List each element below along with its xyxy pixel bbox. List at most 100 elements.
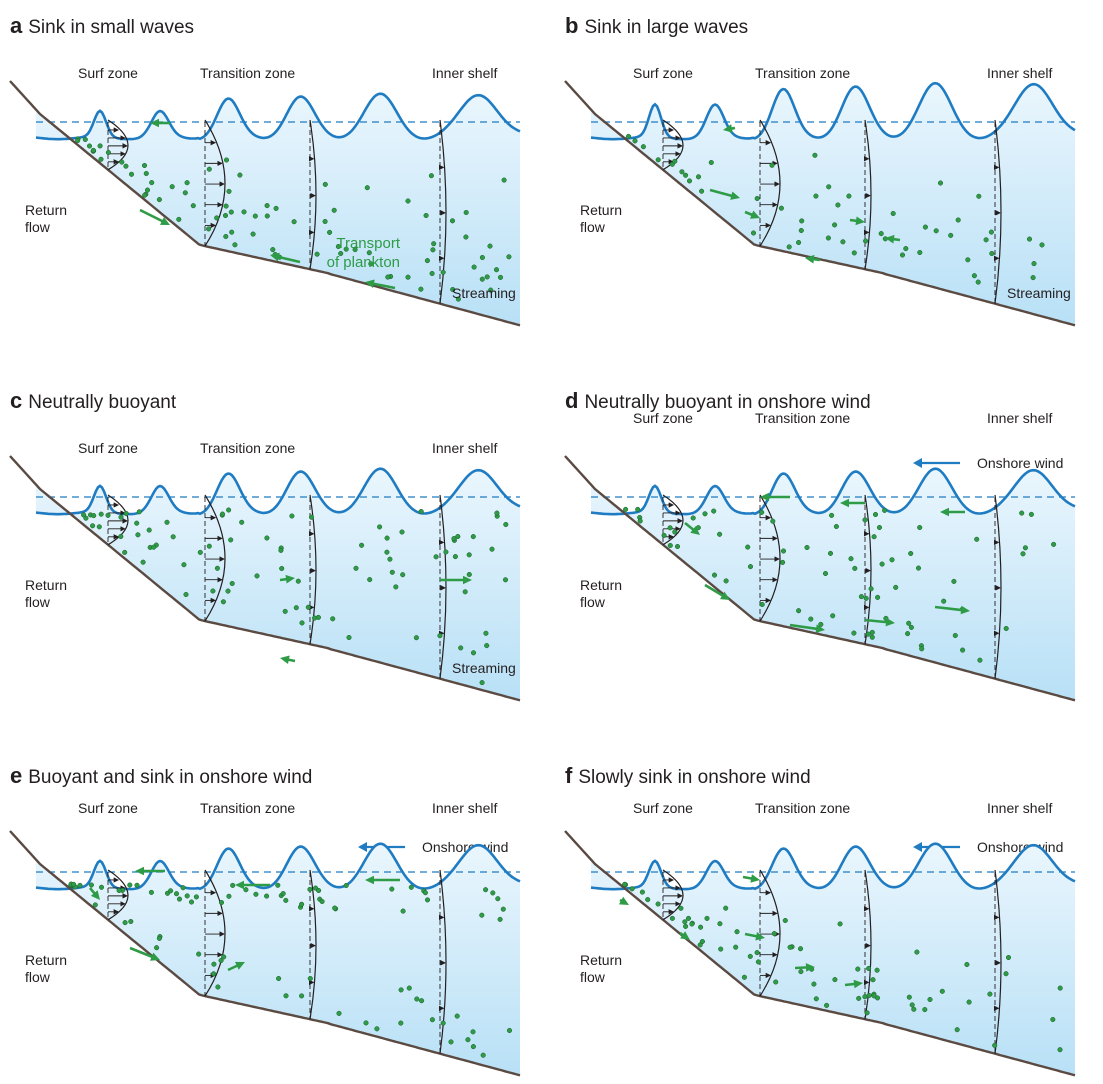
plankton-dot <box>678 905 684 911</box>
plankton-dot <box>661 532 667 538</box>
return-flow-line: flow <box>580 219 606 235</box>
plankton-dot <box>804 544 810 551</box>
plankton-dot <box>846 193 852 199</box>
profile-curve <box>204 119 226 247</box>
return-flow-label: Return flow <box>580 952 622 985</box>
plankton-dot <box>142 192 148 198</box>
water-body <box>36 468 520 701</box>
plankton-dot <box>90 523 96 529</box>
plankton-dot <box>851 250 857 256</box>
panel-title: d Neutrally buoyant in onshore wind <box>565 388 871 413</box>
profile-curve <box>204 494 226 622</box>
plankton-dot <box>672 158 678 164</box>
plankton-dot <box>484 274 490 280</box>
plankton-dot <box>501 177 507 183</box>
panel-title: c Neutrally buoyant <box>10 388 177 413</box>
panel-letter: b <box>565 13 578 38</box>
plankton-dot <box>1019 510 1025 516</box>
transport-arrow-head <box>855 216 865 226</box>
plankton-dot <box>239 519 245 525</box>
plankton-dot <box>822 570 829 577</box>
plankton-dot <box>773 979 779 985</box>
transport-arrow <box>369 281 396 290</box>
zone-label: Inner shelf <box>987 800 1052 816</box>
plankton-dot <box>813 996 819 1002</box>
plankton-dot <box>852 565 858 571</box>
plankton-dot <box>307 975 313 982</box>
transport-arrow-head <box>270 252 280 262</box>
plankton-dot <box>367 577 373 583</box>
return-flow-label: Return flow <box>25 952 67 985</box>
plankton-dot <box>635 506 641 512</box>
plankton-dot <box>759 601 765 608</box>
plankton-dot <box>141 162 148 169</box>
transport-arrow-head <box>940 507 949 517</box>
plankton-dot <box>170 534 176 540</box>
plankton-dot <box>116 887 122 894</box>
plankton-dot <box>769 162 775 168</box>
panel-letter: d <box>565 388 578 413</box>
plankton-dot <box>964 961 970 968</box>
plankton-dot <box>470 534 476 540</box>
plankton-dot <box>418 286 424 292</box>
plankton-dot <box>282 608 288 614</box>
transport-arrow-head <box>723 124 733 133</box>
panel-e: e Buoyant and sink in onshore wind Surf zo… <box>9 763 521 1077</box>
velocity-profile <box>759 119 781 247</box>
plankton-dot <box>352 247 358 253</box>
plankton-dot <box>229 580 235 587</box>
plankton-dot <box>299 993 305 999</box>
plankton-dot <box>645 897 651 903</box>
plankton-dot <box>874 995 881 1001</box>
panel-title-text: Sink in large waves <box>584 17 748 38</box>
plankton-dot <box>906 994 912 1000</box>
plankton-dot <box>307 886 313 892</box>
plankton-dot <box>264 213 270 219</box>
transport-arrow <box>139 208 167 224</box>
plankton-dot <box>305 604 311 610</box>
plankton-dot <box>437 633 443 639</box>
plankton-dot <box>418 508 424 515</box>
plankton-dot <box>874 967 880 973</box>
plankton-dot <box>702 511 708 517</box>
plankton-dot <box>855 966 861 972</box>
plankton-dot <box>829 512 835 518</box>
plankton-dot <box>218 899 225 906</box>
plankton-dot <box>221 954 227 960</box>
plankton-dot <box>206 543 212 549</box>
transport-line: of plankton <box>327 254 400 271</box>
plankton-dot <box>640 144 646 150</box>
plankton-dot <box>184 180 190 186</box>
return-flow-label: Return flow <box>580 577 622 610</box>
plankton-dot <box>479 680 485 686</box>
transport-arrow <box>274 254 301 264</box>
transport-arrow-head <box>235 880 244 890</box>
profile-curve <box>994 494 1002 679</box>
water-body <box>591 468 1075 701</box>
plankton-dot <box>899 252 906 258</box>
plankton-dot <box>343 246 349 252</box>
plankton-dot <box>331 207 337 213</box>
plankton-dot <box>424 897 431 903</box>
plankton-dot <box>433 554 439 560</box>
plankton-dot <box>105 149 111 156</box>
plankton-dot <box>1039 242 1045 248</box>
plankton-dot <box>219 511 226 517</box>
plankton-dot <box>825 235 831 241</box>
plankton-dot <box>977 657 983 663</box>
plankton-dot <box>1050 1016 1056 1023</box>
transport-arrow-head <box>885 234 895 244</box>
water-body <box>591 83 1075 326</box>
plankton-dot <box>787 944 793 950</box>
transport-arrow <box>709 188 736 198</box>
plankton-dot <box>914 949 920 955</box>
zone-label: Transition zone <box>755 65 850 81</box>
seabed <box>564 830 1076 1077</box>
transport-arrow-head <box>285 574 295 584</box>
plankton-dot <box>398 1020 404 1026</box>
plankton-dot <box>122 920 128 926</box>
zone-label: Transition zone <box>200 800 295 816</box>
plankton-dot <box>295 578 301 584</box>
zone-label: Surf zone <box>633 410 693 426</box>
plankton-dot <box>90 147 96 153</box>
